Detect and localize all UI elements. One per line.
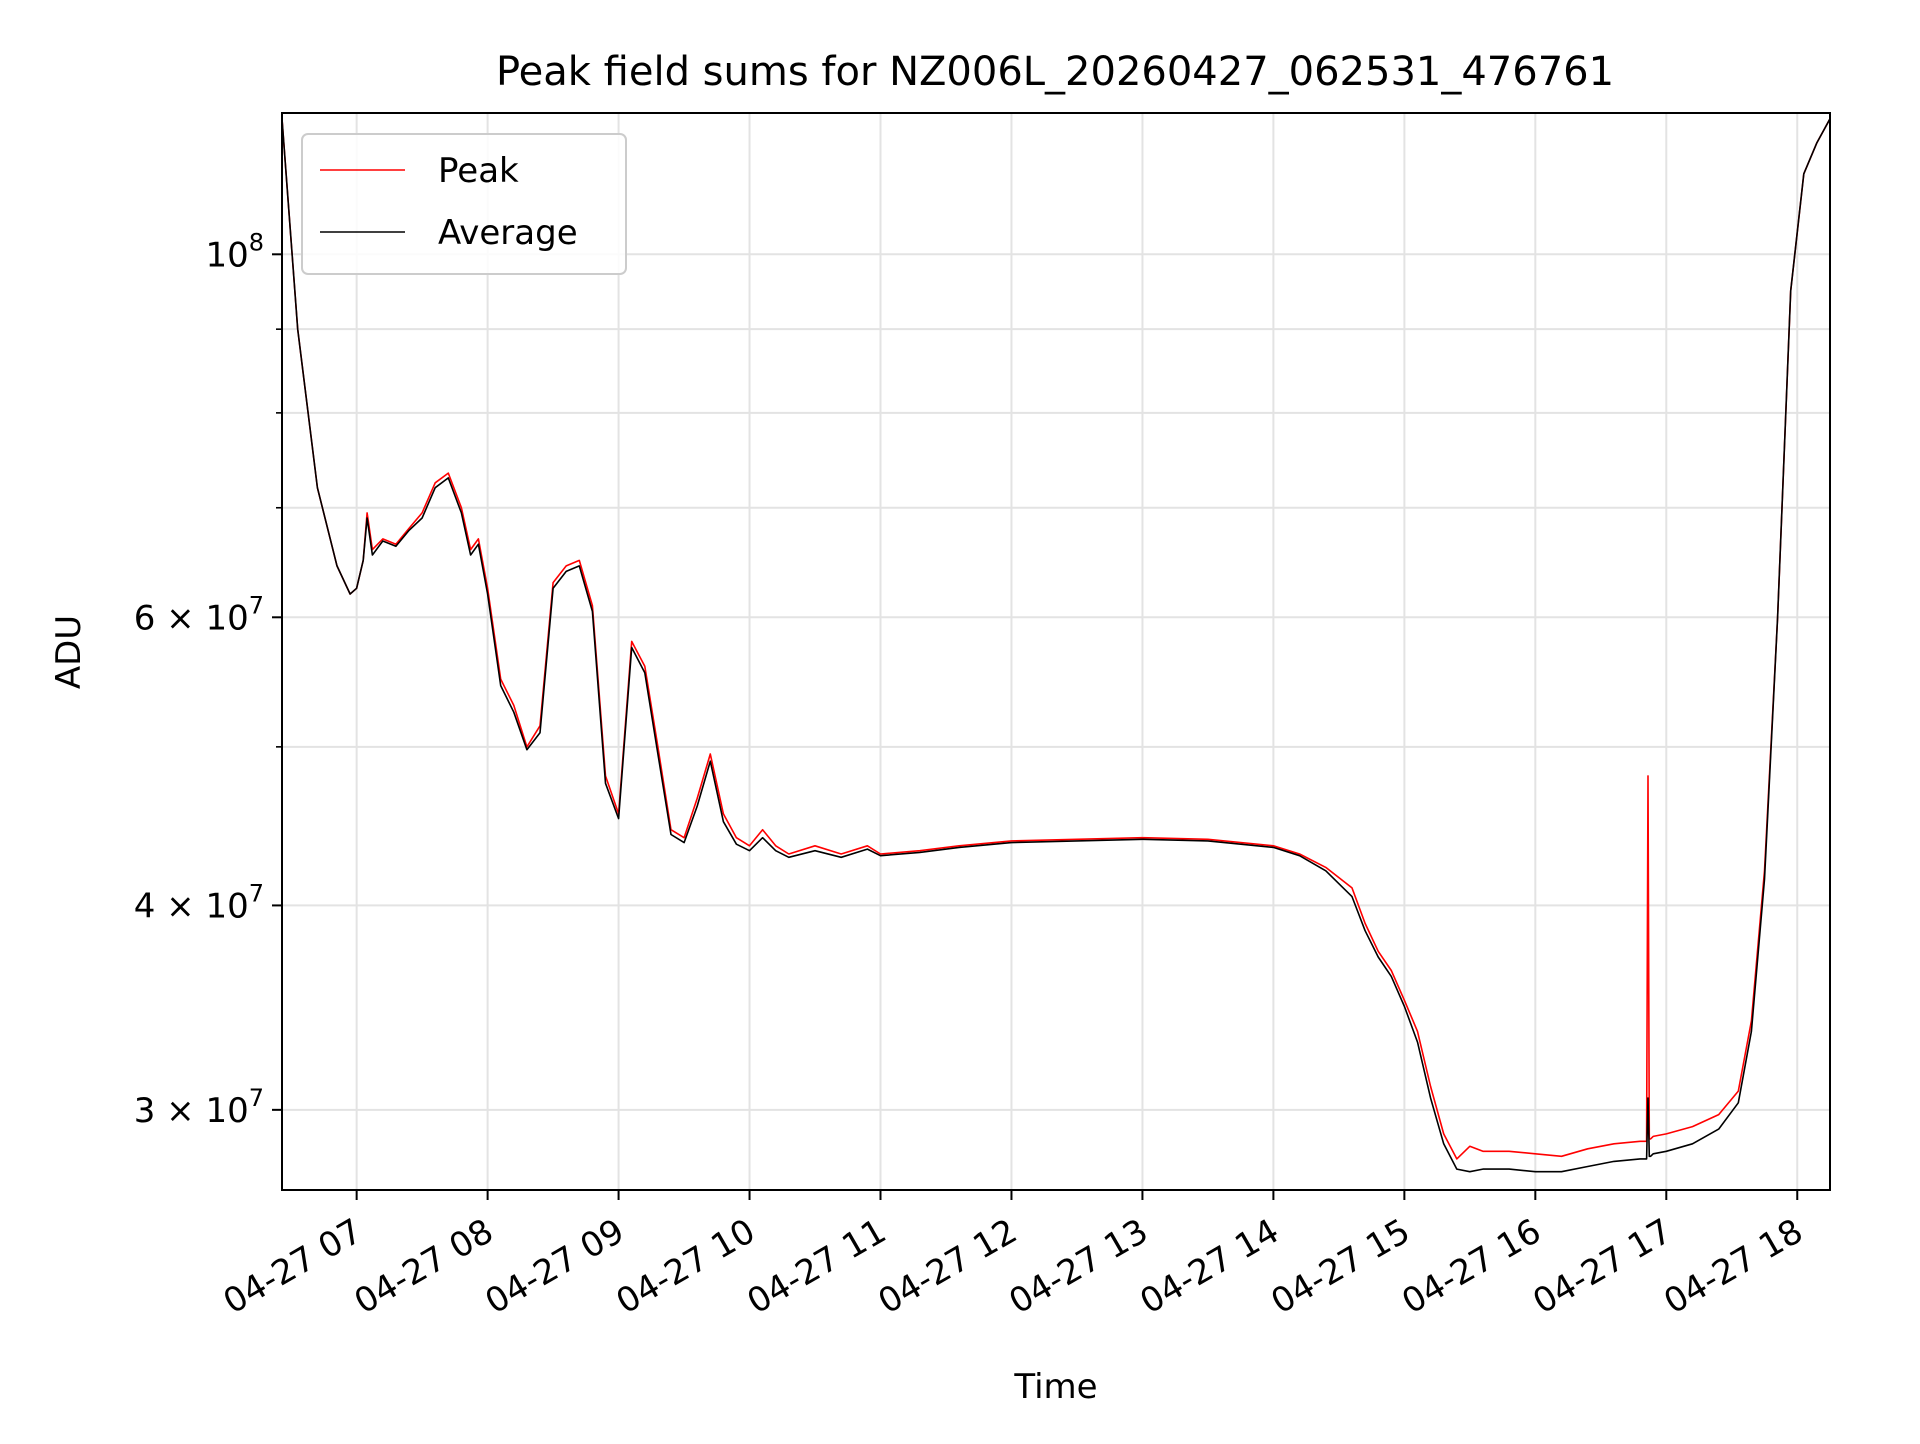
y-tick-label: 6 × 107 (134, 591, 264, 638)
y-tick-label: 4 × 107 (134, 879, 264, 926)
series-layer (282, 118, 1830, 1173)
y-tick-label: 108 (205, 228, 264, 275)
series-line-peak (282, 118, 1830, 1160)
legend-box (301, 133, 627, 275)
legend: Peak Average (301, 133, 627, 275)
y-axis-label: ADU (49, 615, 89, 689)
plot-frame (281, 112, 1831, 1191)
legend-label-peak: Peak (438, 151, 519, 191)
y-tick-label-exponent: 7 (249, 1084, 264, 1112)
x-axis-label: Time (1013, 1367, 1097, 1407)
y-tick-label-exponent: 7 (249, 879, 264, 907)
y-tick-label-base: 4 × 10 (134, 886, 249, 926)
y-tick-label-base: 3 × 10 (134, 1091, 249, 1131)
legend-label-average: Average (438, 213, 578, 253)
y-tick-label-exponent: 8 (249, 228, 264, 256)
grid-layer (282, 113, 1830, 1190)
y-tick-label-base: 6 × 10 (134, 598, 249, 638)
y-tick-label-base: 10 (205, 235, 248, 275)
series-line-average (282, 118, 1830, 1173)
chart-title: Peak field sums for NZ006L_20260427_0625… (496, 49, 1614, 95)
y-tick-label-exponent: 7 (249, 591, 264, 619)
y-tick-label: 3 × 107 (134, 1084, 264, 1131)
